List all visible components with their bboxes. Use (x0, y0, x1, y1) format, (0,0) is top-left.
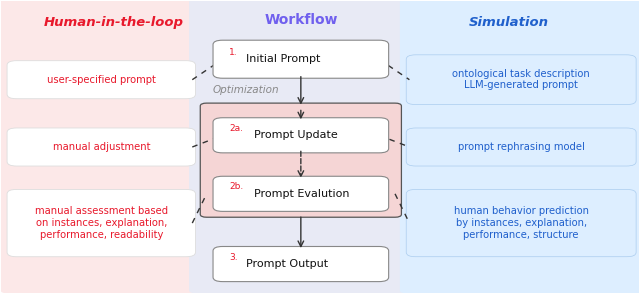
Text: ontological task description
LLM-generated prompt: ontological task description LLM-generat… (452, 69, 590, 91)
FancyBboxPatch shape (406, 128, 636, 166)
FancyBboxPatch shape (213, 176, 388, 211)
Text: prompt rephrasing model: prompt rephrasing model (458, 142, 584, 152)
Text: manual adjustment: manual adjustment (52, 142, 150, 152)
Text: 1.: 1. (229, 48, 237, 57)
Text: Prompt Evalution: Prompt Evalution (254, 189, 349, 199)
FancyBboxPatch shape (213, 118, 388, 153)
Text: user-specified prompt: user-specified prompt (47, 75, 156, 85)
FancyBboxPatch shape (1, 0, 202, 293)
Text: human behavior prediction
by instances, explanation,
performance, structure: human behavior prediction by instances, … (454, 206, 589, 240)
Text: 3.: 3. (229, 253, 237, 262)
Text: Simulation: Simulation (468, 16, 548, 29)
FancyBboxPatch shape (406, 189, 636, 257)
FancyBboxPatch shape (7, 128, 195, 166)
Text: Prompt Update: Prompt Update (254, 130, 338, 140)
Text: Initial Prompt: Initial Prompt (246, 54, 320, 64)
FancyBboxPatch shape (406, 55, 636, 105)
Text: Workflow: Workflow (264, 13, 337, 27)
Text: manual assessment based
on instances, explanation,
performance, readability: manual assessment based on instances, ex… (35, 206, 168, 240)
Text: Human-in-the-loop: Human-in-the-loop (44, 16, 184, 29)
FancyBboxPatch shape (7, 61, 195, 99)
FancyBboxPatch shape (189, 0, 413, 293)
FancyBboxPatch shape (200, 103, 401, 217)
Text: 2b.: 2b. (229, 183, 243, 191)
FancyBboxPatch shape (400, 0, 640, 293)
Text: 2a.: 2a. (229, 124, 243, 133)
FancyBboxPatch shape (213, 40, 388, 78)
FancyBboxPatch shape (7, 189, 195, 257)
Text: Prompt Output: Prompt Output (246, 259, 328, 269)
Text: Optimization: Optimization (213, 85, 280, 95)
FancyBboxPatch shape (213, 246, 388, 282)
